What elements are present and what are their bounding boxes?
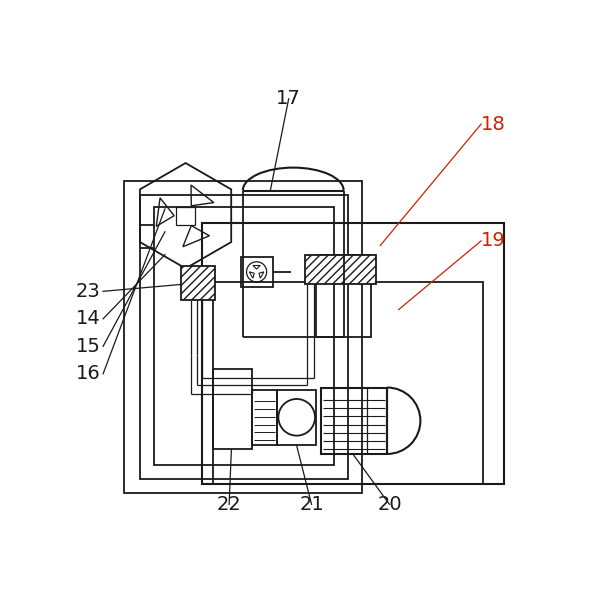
Text: 15: 15 <box>76 337 101 356</box>
Bar <box>124 181 362 493</box>
Text: 20: 20 <box>377 495 402 514</box>
Text: 19: 19 <box>481 231 506 250</box>
Bar <box>177 206 195 225</box>
Bar <box>316 255 371 337</box>
Text: 23: 23 <box>76 282 101 301</box>
Bar <box>277 390 316 445</box>
Text: 14: 14 <box>76 309 101 328</box>
Bar <box>153 206 334 465</box>
Text: 16: 16 <box>76 364 101 383</box>
Bar <box>213 282 483 484</box>
Bar <box>140 195 348 479</box>
Bar <box>202 223 504 484</box>
Bar <box>181 266 216 300</box>
Bar <box>213 369 252 449</box>
Text: 22: 22 <box>217 495 241 514</box>
Text: 17: 17 <box>276 89 301 108</box>
Bar <box>252 390 277 445</box>
Text: 18: 18 <box>481 115 506 134</box>
Bar <box>241 257 273 287</box>
Text: 21: 21 <box>299 495 324 514</box>
Bar <box>305 255 376 284</box>
Bar <box>320 387 387 454</box>
